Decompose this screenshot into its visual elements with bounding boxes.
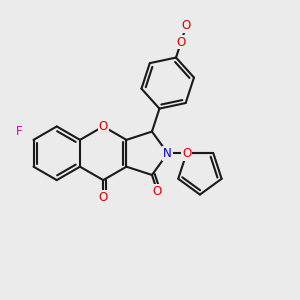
Text: O: O [182,147,191,160]
Text: O: O [176,35,186,49]
Text: O: O [99,120,108,133]
Text: F: F [16,125,23,138]
Text: O: O [182,19,191,32]
Text: O: O [99,190,108,204]
Text: N: N [164,147,172,160]
Text: O: O [153,185,162,198]
